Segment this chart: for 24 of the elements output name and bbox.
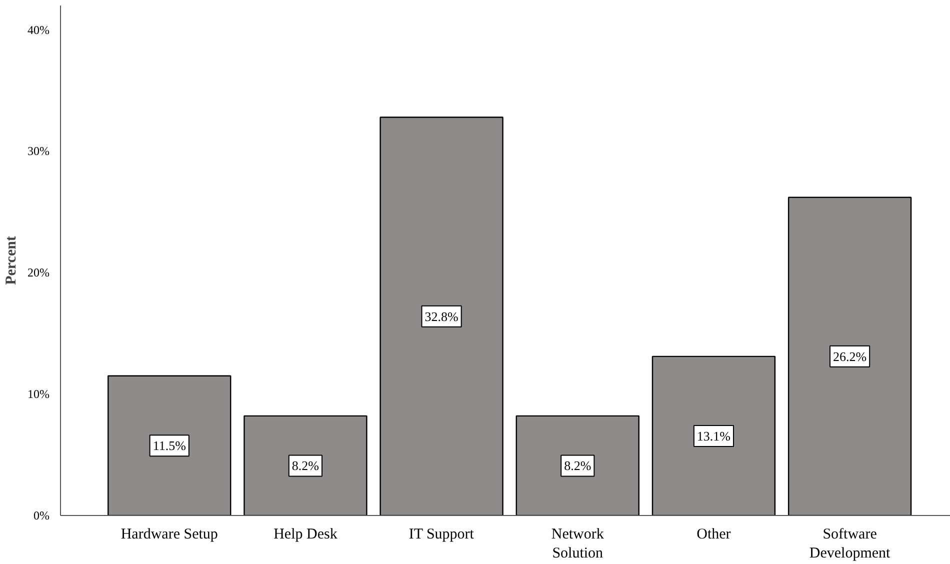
y-tick-label: 40% xyxy=(28,22,50,37)
bar xyxy=(244,415,368,516)
y-tick-label: 10% xyxy=(28,387,50,402)
data-label: 8.2% xyxy=(564,458,592,474)
bar xyxy=(516,415,640,516)
bar xyxy=(652,356,776,516)
bar xyxy=(108,375,232,516)
x-tick-label: Other xyxy=(696,526,731,542)
data-label: 26.2% xyxy=(833,348,867,364)
bar xyxy=(788,196,912,516)
x-tick-label: IT Support xyxy=(408,526,475,542)
y-tick-label: 20% xyxy=(28,266,50,280)
data-label: 13.1% xyxy=(696,428,731,444)
x-tick-label: Software Development xyxy=(809,526,892,562)
data-label: 8.2% xyxy=(292,458,320,474)
data-label: 32.8% xyxy=(424,308,458,324)
x-tick-label: Hardware Setup xyxy=(120,526,218,542)
y-tick-label: 0% xyxy=(34,508,50,522)
bar xyxy=(380,116,504,516)
x-tick-label: Network Solution xyxy=(551,526,604,562)
data-label: 11.5% xyxy=(152,438,186,454)
x-tick-label: Help Desk xyxy=(274,526,338,542)
y-tick-label: 30% xyxy=(28,144,50,158)
y-axis-title: Percent xyxy=(4,236,20,285)
